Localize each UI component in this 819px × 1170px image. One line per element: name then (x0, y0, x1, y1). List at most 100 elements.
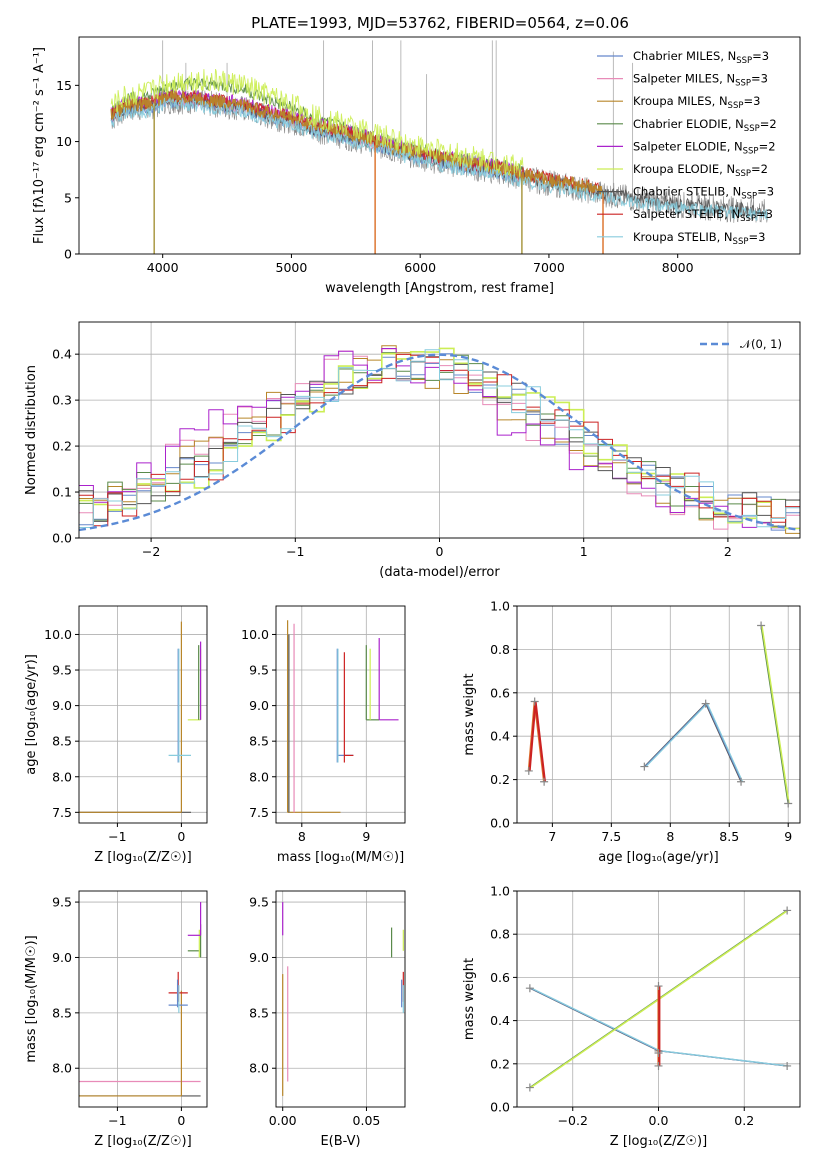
x-tick-label: 1 (580, 544, 588, 559)
series-line (761, 625, 790, 804)
y-tick-label: 7.5 (52, 805, 72, 820)
age-vs-mass-panel: 8 9 7.5 8.0 8.5 9.0 9.5 10.0 mass [log₁₀(M/M☉)] (241, 605, 406, 865)
legend-label: Kroupa ELODIE, NSSP=2 (633, 162, 768, 179)
y-tick-label: 0.3 (52, 393, 72, 408)
y-tick-label: 8.0 (52, 769, 72, 784)
x-tick-label: 8000 (662, 260, 694, 275)
y-tick-label: 10.0 (44, 627, 72, 642)
y-tick-label: 0.8 (490, 927, 510, 942)
x-tick-label: 7 (548, 829, 556, 844)
x-tick-label: 0.00 (269, 1113, 297, 1128)
data-point-marker (654, 982, 663, 991)
legend-subscript: SSP (744, 124, 760, 134)
y-tick-label: 0.4 (52, 347, 72, 362)
x-tick-label: 7.5 (601, 829, 621, 844)
y-tick-label: 0.2 (490, 772, 510, 787)
data-point-marker (525, 984, 534, 993)
data-point-marker (701, 699, 710, 708)
legend-subscript: SSP (741, 192, 757, 202)
legend-label: Salpeter ELODIE, NSSP=2 (633, 139, 776, 156)
legend-value: =3 (752, 49, 769, 63)
mass-vs-extinction-panel: 0.00 0.05 8.0 8.5 9.0 9.5 E(B-V) (249, 890, 406, 1149)
x-tick-label: 8 (298, 829, 306, 844)
data-point-marker (783, 1061, 792, 1070)
y-tick-label: 0.6 (490, 685, 510, 700)
data-point-marker (530, 697, 539, 706)
legend-label: Kroupa MILES, NSSP=3 (633, 94, 760, 111)
data-point-marker (737, 777, 746, 786)
y-axis-label: age [log₁₀(age/yr)] (24, 654, 39, 775)
spectrum-panel: Chabrier MILES, NSSP=3 Salpeter MILES, NS… (32, 36, 801, 296)
x-tick-label: 2 (724, 544, 732, 559)
axes-frame (275, 605, 406, 824)
residual-histogram-panel: 𝒩(0, 1) −2 −1 0 1 2 0.0 0.1 0.2 0.3 0.4 (data-model… (24, 321, 801, 580)
data-point-marker (540, 777, 549, 786)
y-tick-label: 0.0 (490, 1100, 510, 1115)
y-tick-label: 0.6 (490, 970, 510, 985)
data-point-marker (524, 766, 533, 775)
series-line (643, 702, 742, 783)
y-tick-label: 0.0 (52, 531, 72, 546)
legend-label: Chabrier MILES, NSSP=3 (633, 49, 769, 66)
model-spectrum (110, 97, 769, 222)
data-point-marker (784, 799, 793, 808)
x-axis-label: (data-model)/error (379, 565, 500, 580)
x-axis-label: Z [log₁₀(Z/Z☉)] (610, 1134, 707, 1149)
x-axis-label: wavelength [Angstrom, rest frame] (325, 281, 554, 296)
series-line (528, 701, 546, 782)
y-tick-label: 0 (64, 247, 72, 262)
series-line (760, 625, 789, 804)
mass-weight-vs-age-panel: 7 7.5 8 8.5 9 0.0 0.2 0.4 0.6 0.8 1.0 age [log₁₀(ag… (462, 599, 801, 865)
plot-area (525, 906, 792, 1092)
y-tick-label: 0.4 (490, 729, 510, 744)
legend-subscript: SSP (736, 56, 752, 66)
y-tick-label: 0.0 (490, 816, 510, 831)
y-tick-label: 9.0 (52, 698, 72, 713)
data-point-marker (525, 1083, 534, 1092)
legend-label: Salpeter STELIB, NSSP=3 (633, 207, 773, 224)
spectrum-lines (110, 40, 769, 254)
x-tick-label: −2 (142, 544, 160, 559)
axes-frame (516, 605, 801, 824)
y-tick-label: 9.0 (249, 950, 269, 965)
y-tick-label: 8.5 (249, 734, 269, 749)
y-tick-label: 0.2 (52, 439, 72, 454)
figure-title: PLATE=1993, MJD=53762, FIBERID=0564, z=0… (251, 14, 629, 32)
plot-area (282, 902, 404, 1096)
y-tick-label: 0.2 (490, 1056, 510, 1071)
y-axis-label: mass [log₁₀(M/M☉)] (24, 935, 39, 1062)
x-tick-label: 0 (177, 1113, 185, 1128)
mass-weight-vs-metallicity-panel: −0.2 0.0 0.2 0.0 0.2 0.4 0.6 0.8 1.0 Z [log₁₀(Z/Z… (462, 884, 801, 1149)
x-axis-label: mass [log₁₀(M/M☉)] (277, 850, 404, 865)
y-tick-label: 8.0 (249, 769, 269, 784)
y-tick-label: 5 (64, 190, 72, 205)
x-tick-label: −0.2 (558, 1113, 588, 1128)
y-tick-label: 15 (56, 78, 72, 93)
y-tick-label: 1.0 (490, 599, 510, 614)
plot-area (79, 902, 202, 1097)
x-tick-label: −1 (108, 1113, 126, 1128)
y-tick-label: 0.4 (490, 1013, 510, 1028)
x-tick-label: −1 (286, 544, 304, 559)
histogram-step (79, 349, 800, 528)
y-tick-label: 9.5 (52, 663, 72, 678)
y-axis-label: mass weight (462, 958, 477, 1040)
legend-label: Chabrier STELIB, NSSP=3 (633, 185, 774, 202)
x-axis-label: E(B-V) (320, 1134, 360, 1149)
y-tick-label: 0.1 (52, 485, 72, 500)
legend-subscript: SSP (735, 79, 751, 89)
x-tick-label: 5000 (276, 260, 308, 275)
y-tick-label: 1.0 (490, 884, 510, 899)
y-axis-label: Normed distribution (24, 365, 39, 495)
axes-frame (78, 36, 801, 255)
legend-subscript: SSP (740, 214, 756, 224)
legend-subscript: SSP (735, 169, 751, 179)
y-tick-label: 9.0 (249, 698, 269, 713)
x-axis-label: Z [log₁₀(Z/Z☉)] (94, 850, 191, 865)
legend-value: =3 (756, 207, 773, 221)
y-axis-label: mass weight (462, 673, 477, 755)
y-tick-label: 8.0 (52, 1061, 72, 1076)
data-point-marker (757, 621, 766, 630)
legend-value: =3 (743, 94, 760, 108)
